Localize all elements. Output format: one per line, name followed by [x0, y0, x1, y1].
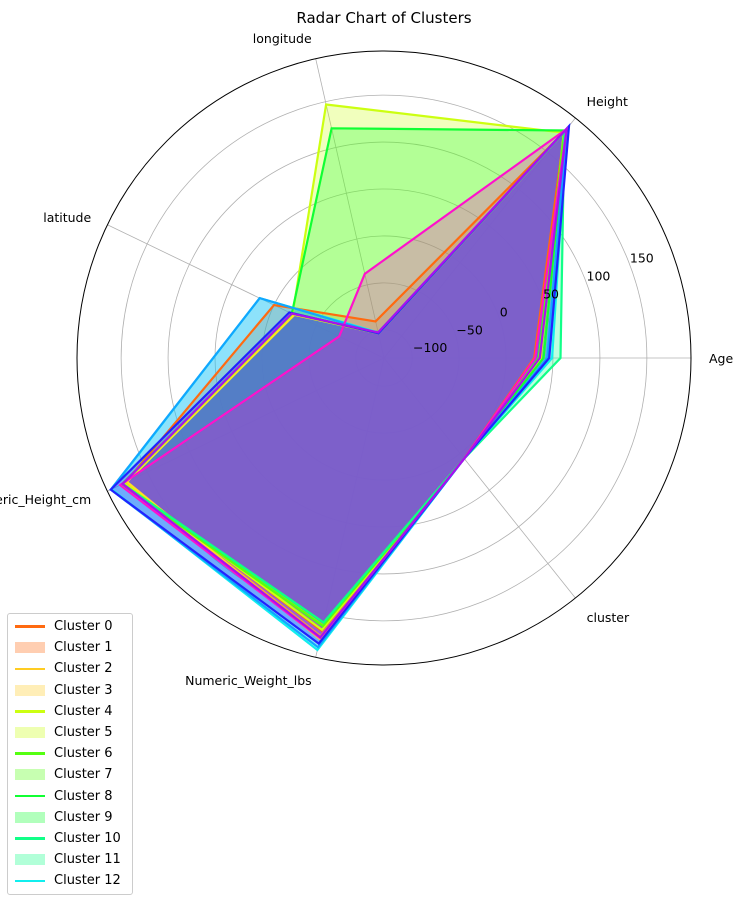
legend-mark	[15, 710, 45, 713]
legend-label: Cluster 10	[54, 830, 121, 846]
legend-label: Cluster 11	[54, 852, 121, 868]
legend-label: Cluster 1	[54, 640, 113, 656]
legend-swatch	[15, 769, 45, 781]
legend-mark	[15, 794, 45, 798]
legend-mark	[15, 727, 45, 739]
legend-swatch	[15, 705, 45, 717]
legend-swatch	[15, 811, 45, 823]
legend-swatch	[15, 790, 45, 802]
chart-title: Radar Chart of Clusters	[296, 9, 471, 27]
axis-label-2: longitude	[253, 31, 312, 46]
radial-tick-labels: −100 −50 0 50 100 150	[413, 250, 654, 355]
legend-item: Cluster 12	[8, 870, 132, 891]
outer-frame	[76, 50, 692, 666]
series-lines	[109, 103, 571, 652]
series-fill-2	[126, 130, 566, 639]
legend-item: Cluster 0	[8, 616, 132, 637]
legend-swatch	[15, 748, 45, 760]
series-fill-12	[122, 129, 567, 638]
legend-label: Cluster 5	[54, 725, 113, 741]
legend-label: Cluster 9	[54, 809, 113, 825]
legend-mark	[15, 769, 45, 781]
series-fill-10	[110, 126, 570, 644]
legend-mark	[15, 752, 45, 755]
legend-item: Cluster 5	[8, 722, 132, 743]
legend-item: Cluster 6	[8, 743, 132, 764]
axis-label-5: Numeric_Weight_lbs	[185, 673, 312, 688]
legend-item: Cluster 1	[8, 637, 132, 658]
series-fill-5	[121, 131, 565, 627]
axis-label-3: latitude	[43, 210, 91, 225]
legend-swatch	[15, 727, 45, 739]
legend-swatch	[15, 832, 45, 844]
legend-swatch	[15, 854, 45, 866]
series-line-12	[120, 125, 569, 639]
grid-spoke-3	[107, 224, 385, 359]
radial-tick-label-1: −50	[456, 322, 482, 337]
legend-label: Cluster 12	[54, 873, 121, 889]
radial-tick-label-0: −100	[413, 340, 447, 355]
series-fill-3	[124, 104, 564, 630]
grid-spoke-1	[383, 117, 576, 359]
legend-swatch	[15, 875, 45, 887]
grid-spoke-2	[315, 58, 385, 359]
legend-mark	[15, 854, 45, 866]
axis-label-0: Age	[709, 351, 733, 366]
legend-mark	[15, 811, 45, 823]
legend-item: Cluster 2	[8, 658, 132, 679]
radial-tick-label-5: 150	[630, 250, 654, 265]
legend-mark	[15, 837, 45, 840]
grid-spoke-6	[383, 357, 576, 599]
legend-item: Cluster 11	[8, 849, 132, 870]
series-fill-7	[122, 131, 565, 623]
legend-item: Cluster 3	[8, 680, 132, 701]
legend-label: Cluster 2	[54, 661, 113, 677]
legend-label: Cluster 6	[54, 746, 113, 762]
legend-swatch	[15, 663, 45, 675]
series-fill-0	[125, 131, 565, 631]
grid-spoke-4	[107, 357, 385, 492]
polar-grid	[76, 50, 692, 666]
legend-item: Cluster 10	[8, 828, 132, 849]
radial-tick-label-2: 0	[500, 304, 508, 319]
legend-item: Cluster 9	[8, 807, 132, 828]
series-fill-4	[121, 131, 565, 626]
grid-spoke-5	[315, 357, 385, 658]
series-fill-11	[120, 129, 567, 639]
radial-tick-label-3: 50	[543, 286, 559, 301]
legend-item: Cluster 7	[8, 764, 132, 785]
radial-tick-label-4: 100	[587, 268, 611, 283]
series-fill-8	[111, 129, 567, 650]
legend-mark	[15, 879, 45, 883]
legend-mark	[15, 667, 45, 671]
axis-label-4: Numeric_Height_cm	[0, 492, 91, 507]
legend-mark	[15, 642, 45, 654]
legend-mark	[15, 625, 45, 628]
legend-swatch	[15, 621, 45, 633]
legend-label: Cluster 3	[54, 682, 113, 698]
legend-item: Cluster 8	[8, 786, 132, 807]
legend-mark	[15, 684, 45, 696]
legend-label: Cluster 7	[54, 767, 113, 783]
legend-label: Cluster 8	[54, 788, 113, 804]
series-fill-9	[110, 129, 567, 648]
legend-item: Cluster 4	[8, 701, 132, 722]
legend-swatch	[15, 642, 45, 654]
series-fills	[110, 104, 570, 650]
axis-label-1: Height	[587, 94, 628, 109]
legend-label: Cluster 0	[54, 619, 113, 635]
legend-swatch	[15, 684, 45, 696]
axis-labels: Age Height longitude latitude Numeric_Height…	[0, 31, 733, 688]
legend-label: Cluster 4	[54, 703, 113, 719]
axis-label-6: cluster	[587, 610, 630, 625]
legend: Cluster 0 Cluster 1 Cluster 2 Cluster 3 Clus…	[7, 613, 133, 896]
series-fill-1	[125, 129, 566, 637]
